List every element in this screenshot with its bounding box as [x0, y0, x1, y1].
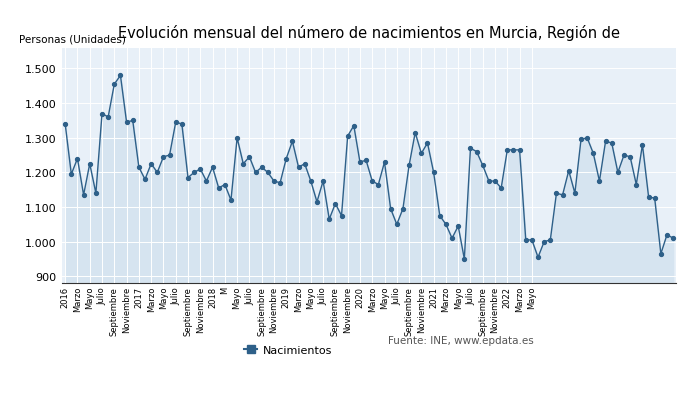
Text: Personas (Unidades): Personas (Unidades)	[19, 34, 126, 44]
Legend: Nacimientos: Nacimientos	[239, 341, 337, 360]
Title: Evolución mensual del número de nacimientos en Murcia, Región de: Evolución mensual del número de nacimien…	[118, 25, 620, 40]
Text: Fuente: INE, www.epdata.es: Fuente: INE, www.epdata.es	[388, 335, 533, 345]
